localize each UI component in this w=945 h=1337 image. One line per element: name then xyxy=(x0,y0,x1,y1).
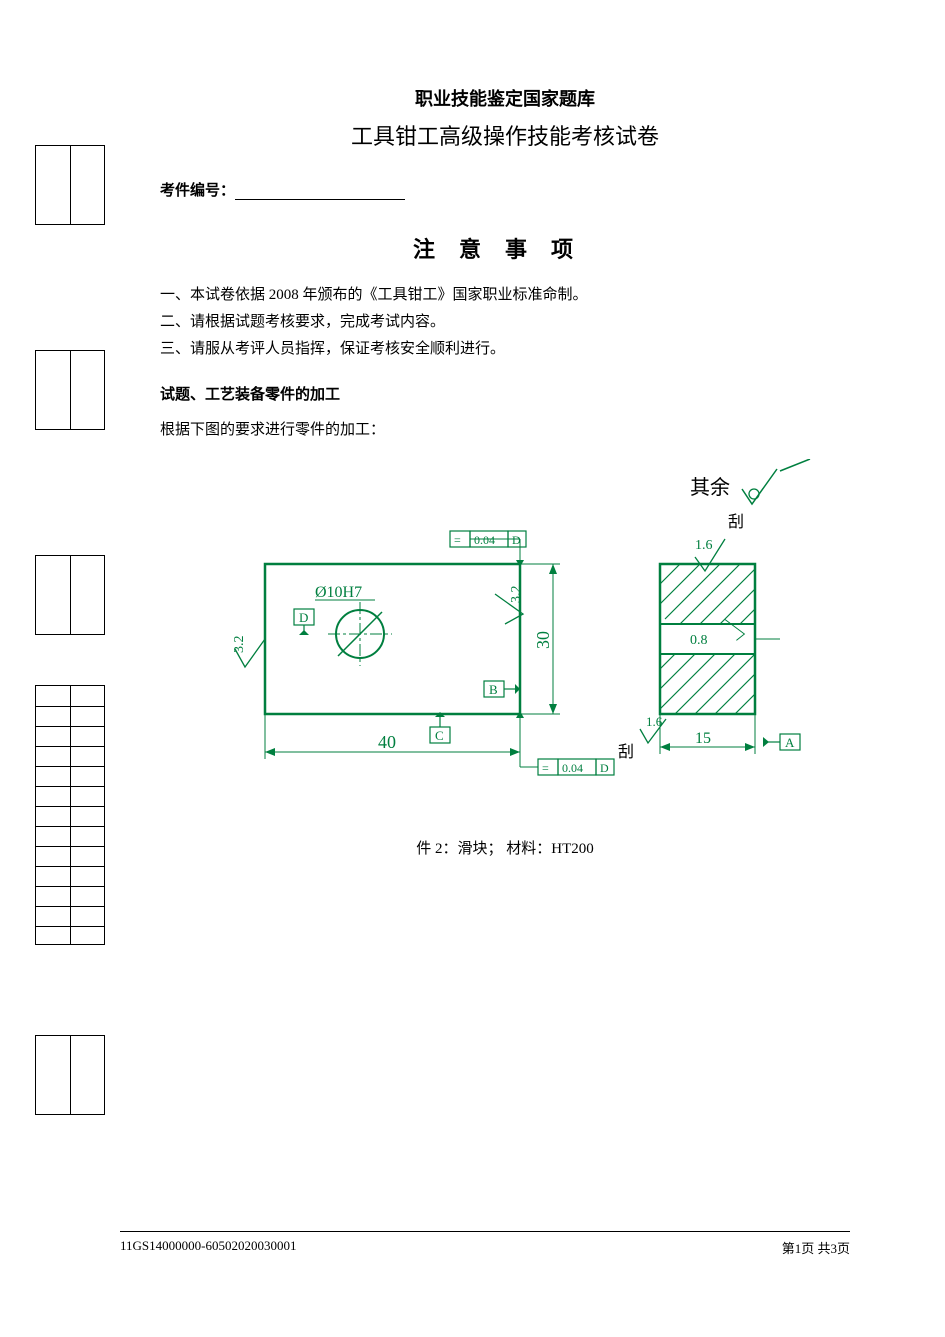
page-footer: 11GS14000000-60502020030001 第1页 共3页 xyxy=(120,1231,850,1257)
tol-top-value: 0.04 xyxy=(474,533,495,547)
margin-box-5 xyxy=(35,1035,105,1115)
dim-width: 40 xyxy=(378,732,396,752)
svg-text:=: = xyxy=(454,533,461,547)
notice-item-2: 二、请根据试题考核要求，完成考试内容。 xyxy=(160,309,850,336)
surface-left-label: 3.2 xyxy=(232,636,247,654)
doc-title-2: 工具钳工高级操作技能考核试卷 xyxy=(160,119,850,151)
technical-drawing: Ø10H7 D B xyxy=(160,459,850,819)
part-number-underline xyxy=(235,199,405,200)
svg-text:A: A xyxy=(785,735,795,750)
main-content: 职业技能鉴定国家题库 工具钳工高级操作技能考核试卷 考件编号： 注意事项 一、本… xyxy=(160,85,850,858)
notice-item-1: 一、本试卷依据 2008 年颁布的《工具钳工》国家职业标准命制。 xyxy=(160,282,850,309)
margin-box-1 xyxy=(35,145,105,225)
margin-box-3 xyxy=(35,555,105,635)
surface-right-label: 3.2 xyxy=(509,586,524,604)
footer-page: 第1页 共3页 xyxy=(782,1238,850,1257)
surface-inner: 0.8 xyxy=(690,633,708,648)
svg-text:D: D xyxy=(299,610,308,625)
notice-item-3: 三、请服从考评人员指挥，保证考核安全顺利进行。 xyxy=(160,336,850,363)
section-text: 根据下图的要求进行零件的加工： xyxy=(160,418,850,439)
part-number-row: 考件编号： xyxy=(160,179,850,200)
notice-heading: 注意事项 xyxy=(160,232,850,264)
doc-title-1: 职业技能鉴定国家题库 xyxy=(160,85,850,111)
margin-box-2 xyxy=(35,350,105,430)
section-heading: 试题、工艺装备零件的加工 xyxy=(160,383,850,404)
tol-bottom-datum: D xyxy=(600,761,609,775)
svg-text:C: C xyxy=(435,728,444,743)
tol-top-datum: D xyxy=(512,533,521,547)
surface-top: 1.6 xyxy=(695,538,713,553)
hole-label: Ø10H7 xyxy=(315,584,362,601)
note-char-bottom: 刮 xyxy=(618,743,634,761)
note-char-top: 刮 xyxy=(728,513,744,531)
footer-code: 11GS14000000-60502020030001 xyxy=(120,1238,296,1257)
dim-side-width: 15 xyxy=(695,730,711,747)
svg-text:=: = xyxy=(542,761,549,775)
dim-height: 30 xyxy=(533,631,553,649)
drawing-caption: 件 2：滑块； 材料：HT200 xyxy=(160,837,850,858)
tol-bottom-value: 0.04 xyxy=(562,761,583,775)
svg-text:B: B xyxy=(489,682,498,697)
part-number-label: 考件编号： xyxy=(160,183,235,199)
page: 职业技能鉴定国家题库 工具钳工高级操作技能考核试卷 考件编号： 注意事项 一、本… xyxy=(0,0,945,1337)
margin-box-4-grid xyxy=(35,685,105,945)
other-note: 其余 xyxy=(690,476,730,499)
